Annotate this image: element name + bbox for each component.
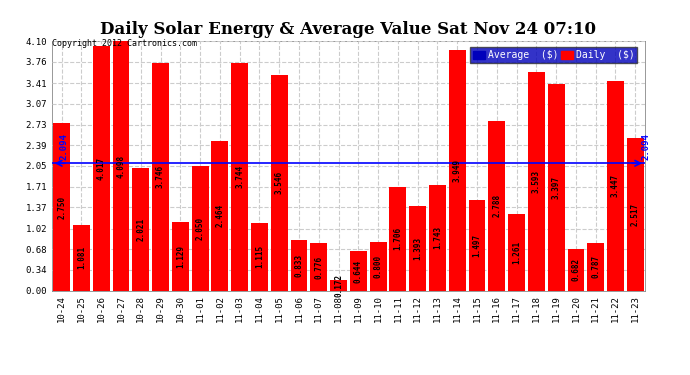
Bar <box>469 200 486 291</box>
Text: 2.788: 2.788 <box>492 194 502 217</box>
Text: 2.750: 2.750 <box>57 195 66 219</box>
Text: 0.776: 0.776 <box>314 255 324 279</box>
Text: 1.081: 1.081 <box>77 246 86 269</box>
Text: 0.833: 0.833 <box>295 254 304 277</box>
Bar <box>370 242 386 291</box>
Text: 1.743: 1.743 <box>433 226 442 249</box>
Bar <box>92 46 110 291</box>
Text: 3.447: 3.447 <box>611 174 620 197</box>
Text: 1.706: 1.706 <box>393 227 402 250</box>
Bar <box>448 50 466 291</box>
Bar <box>211 141 228 291</box>
Text: 3.593: 3.593 <box>532 170 541 193</box>
Text: 4.017: 4.017 <box>97 157 106 180</box>
Bar <box>508 214 525 291</box>
Text: 2.050: 2.050 <box>195 217 205 240</box>
Bar <box>132 168 149 291</box>
Text: 1.115: 1.115 <box>255 245 264 268</box>
Text: 2.517: 2.517 <box>631 202 640 226</box>
Text: 3.746: 3.746 <box>156 165 165 188</box>
Text: 2.094: 2.094 <box>59 134 69 160</box>
Bar <box>192 166 208 291</box>
Bar <box>409 206 426 291</box>
Text: 0.682: 0.682 <box>571 258 580 282</box>
Bar <box>73 225 90 291</box>
Title: Daily Solar Energy & Average Value Sat Nov 24 07:10: Daily Solar Energy & Average Value Sat N… <box>101 21 596 38</box>
Bar <box>251 223 268 291</box>
Bar <box>330 280 347 291</box>
Bar <box>172 222 189 291</box>
Bar <box>548 84 564 291</box>
Bar <box>607 81 624 291</box>
Bar <box>310 243 327 291</box>
Text: 2.021: 2.021 <box>136 217 146 241</box>
Text: 3.744: 3.744 <box>235 165 244 188</box>
Text: 0.172: 0.172 <box>334 274 343 297</box>
Text: 0.800: 0.800 <box>373 255 383 278</box>
Legend: Average  ($), Daily  ($): Average ($), Daily ($) <box>470 47 638 63</box>
Bar <box>528 72 545 291</box>
Text: Copyright 2012 Cartronics.com: Copyright 2012 Cartronics.com <box>52 39 197 48</box>
Text: 4.098: 4.098 <box>117 154 126 177</box>
Bar <box>53 123 70 291</box>
Bar <box>389 187 406 291</box>
Bar <box>627 138 644 291</box>
Text: 1.393: 1.393 <box>413 237 422 260</box>
Bar <box>152 63 169 291</box>
Text: 2.094: 2.094 <box>641 134 650 160</box>
Text: 0.644: 0.644 <box>354 260 363 283</box>
Bar <box>429 184 446 291</box>
Bar <box>567 249 584 291</box>
Text: 3.397: 3.397 <box>551 176 561 199</box>
Text: 1.129: 1.129 <box>176 245 185 268</box>
Bar <box>587 243 604 291</box>
Bar <box>290 240 308 291</box>
Text: 0.787: 0.787 <box>591 255 600 278</box>
Text: 1.497: 1.497 <box>473 234 482 256</box>
Text: 2.464: 2.464 <box>215 204 224 227</box>
Bar <box>231 63 248 291</box>
Bar <box>350 252 367 291</box>
Text: 1.261: 1.261 <box>512 241 521 264</box>
Text: 3.949: 3.949 <box>453 159 462 182</box>
Bar <box>270 75 288 291</box>
Text: 3.546: 3.546 <box>275 171 284 194</box>
Bar <box>489 121 505 291</box>
Bar <box>112 41 130 291</box>
